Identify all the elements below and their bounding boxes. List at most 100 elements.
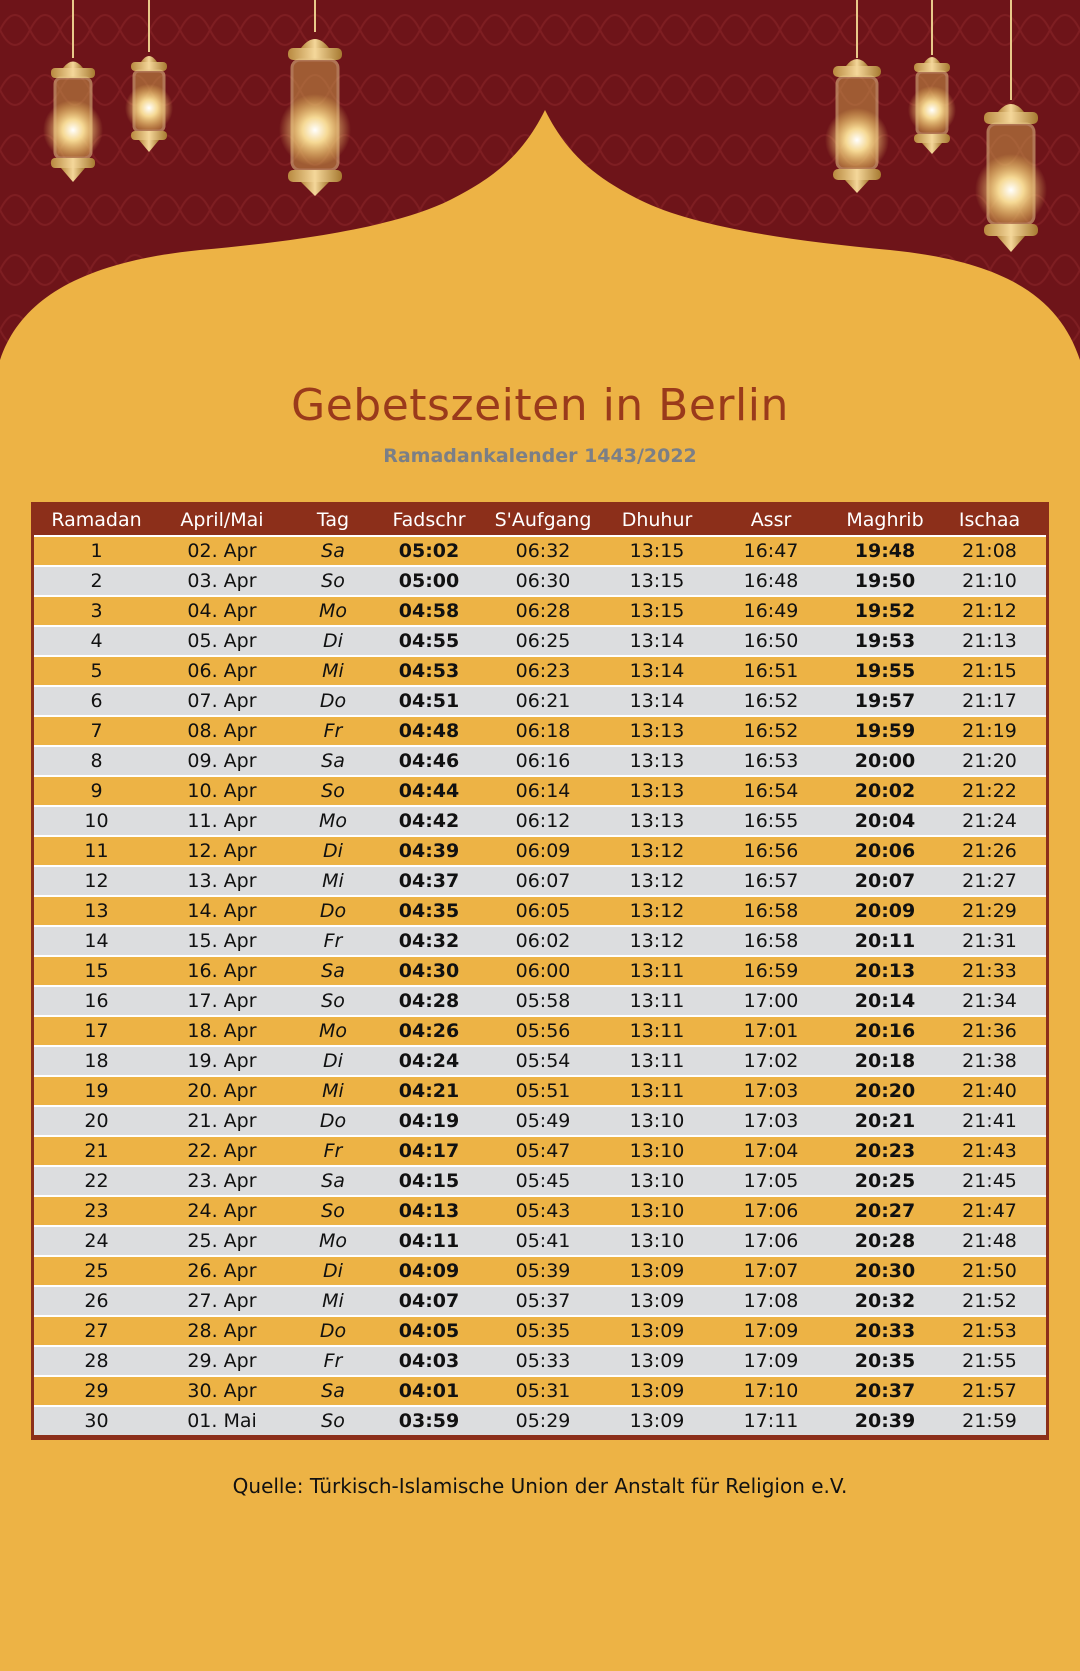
weekday-cell: Di xyxy=(285,1255,381,1286)
weekday-cell: Sa xyxy=(285,955,381,986)
sunrise-cell: 05:54 xyxy=(477,1045,609,1076)
sunrise-cell: 05:45 xyxy=(477,1165,609,1196)
ramadan-day-cell: 10 xyxy=(34,805,159,836)
date-cell: 03. Apr xyxy=(159,565,285,596)
maghrib-cell: 19:50 xyxy=(837,565,933,596)
ischaa-cell: 21:22 xyxy=(933,775,1046,806)
sunrise-cell: 05:41 xyxy=(477,1225,609,1256)
weekday-cell: Mi xyxy=(285,865,381,896)
ischaa-cell: 21:13 xyxy=(933,625,1046,656)
date-cell: 09. Apr xyxy=(159,745,285,776)
assr-cell: 17:07 xyxy=(705,1255,837,1286)
dhuhur-cell: 13:11 xyxy=(609,955,705,986)
weekday-cell: So xyxy=(285,775,381,806)
ischaa-cell: 21:27 xyxy=(933,865,1046,896)
fadschr-cell: 04:28 xyxy=(381,985,477,1016)
dhuhur-cell: 13:11 xyxy=(609,1045,705,1076)
date-cell: 29. Apr xyxy=(159,1345,285,1376)
assr-cell: 16:50 xyxy=(705,625,837,656)
sunrise-cell: 05:43 xyxy=(477,1195,609,1226)
fadschr-cell: 04:24 xyxy=(381,1045,477,1076)
date-cell: 16. Apr xyxy=(159,955,285,986)
prayer-times-table-frame: Ramadan April/Mai Tag Fadschr S'Aufgang … xyxy=(31,502,1049,1440)
ischaa-cell: 21:55 xyxy=(933,1345,1046,1376)
ramadan-day-cell: 29 xyxy=(34,1375,159,1406)
weekday-cell: Fr xyxy=(285,1135,381,1166)
prayer-times-table: Ramadan April/Mai Tag Fadschr S'Aufgang … xyxy=(34,505,1046,1435)
dhuhur-cell: 13:10 xyxy=(609,1225,705,1256)
ischaa-cell: 21:19 xyxy=(933,715,1046,746)
dhuhur-cell: 13:09 xyxy=(609,1255,705,1286)
weekday-cell: So xyxy=(285,1405,381,1435)
sunrise-cell: 06:00 xyxy=(477,955,609,986)
ramadan-day-cell: 4 xyxy=(34,625,159,656)
maghrib-cell: 20:37 xyxy=(837,1375,933,1406)
maghrib-cell: 19:52 xyxy=(837,595,933,626)
table-row: 14 15. Apr Fr 04:32 06:02 13:12 16:58 20:11 21:3… xyxy=(34,925,1046,956)
table-row: 30 01. Mai So 03:59 05:29 13:09 17:11 20:39 21:5… xyxy=(34,1405,1046,1435)
sunrise-cell: 06:32 xyxy=(477,535,609,566)
fadschr-cell: 04:30 xyxy=(381,955,477,986)
dhuhur-cell: 13:12 xyxy=(609,895,705,926)
table-row: 4 05. Apr Di 04:55 06:25 13:14 16:50 19:53 21:13 xyxy=(34,625,1046,656)
date-cell: 21. Apr xyxy=(159,1105,285,1136)
weekday-cell: Mo xyxy=(285,1225,381,1256)
assr-cell: 17:08 xyxy=(705,1285,837,1316)
fadschr-cell: 04:51 xyxy=(381,685,477,716)
weekday-cell: Do xyxy=(285,685,381,716)
date-cell: 20. Apr xyxy=(159,1075,285,1106)
assr-cell: 17:04 xyxy=(705,1135,837,1166)
sunrise-cell: 06:14 xyxy=(477,775,609,806)
dome-shape xyxy=(0,110,1080,380)
maghrib-cell: 19:57 xyxy=(837,685,933,716)
ramadan-day-cell: 2 xyxy=(34,565,159,596)
dhuhur-cell: 13:11 xyxy=(609,1075,705,1106)
fadschr-cell: 04:17 xyxy=(381,1135,477,1166)
table-row: 12 13. Apr Mi 04:37 06:07 13:12 16:57 20:07 21:2… xyxy=(34,865,1046,896)
date-cell: 13. Apr xyxy=(159,865,285,896)
sunrise-cell: 05:33 xyxy=(477,1345,609,1376)
assr-cell: 17:11 xyxy=(705,1405,837,1435)
weekday-cell: Do xyxy=(285,1315,381,1346)
date-cell: 17. Apr xyxy=(159,985,285,1016)
fadschr-cell: 04:15 xyxy=(381,1165,477,1196)
weekday-cell: Do xyxy=(285,1105,381,1136)
fadschr-cell: 03:59 xyxy=(381,1405,477,1435)
maghrib-cell: 20:32 xyxy=(837,1285,933,1316)
maghrib-cell: 20:06 xyxy=(837,835,933,866)
maghrib-cell: 19:59 xyxy=(837,715,933,746)
weekday-cell: So xyxy=(285,565,381,596)
table-row: 2 03. Apr So 05:00 06:30 13:15 16:48 19:50 21:10 xyxy=(34,565,1046,596)
fadschr-cell: 04:26 xyxy=(381,1015,477,1046)
dhuhur-cell: 13:14 xyxy=(609,655,705,686)
assr-cell: 16:52 xyxy=(705,715,837,746)
table-row: 10 11. Apr Mo 04:42 06:12 13:13 16:55 20:04 21:2… xyxy=(34,805,1046,836)
sunrise-cell: 05:56 xyxy=(477,1015,609,1046)
maghrib-cell: 20:28 xyxy=(837,1225,933,1256)
ischaa-cell: 21:40 xyxy=(933,1075,1046,1106)
weekday-cell: Sa xyxy=(285,1165,381,1196)
maghrib-cell: 20:30 xyxy=(837,1255,933,1286)
dhuhur-cell: 13:10 xyxy=(609,1105,705,1136)
date-cell: 02. Apr xyxy=(159,535,285,566)
assr-cell: 16:52 xyxy=(705,685,837,716)
sunrise-cell: 06:25 xyxy=(477,625,609,656)
column-header-maghrib: Maghrib xyxy=(837,505,933,536)
ramadan-day-cell: 7 xyxy=(34,715,159,746)
assr-cell: 16:57 xyxy=(705,865,837,896)
ischaa-cell: 21:57 xyxy=(933,1375,1046,1406)
maghrib-cell: 20:25 xyxy=(837,1165,933,1196)
dhuhur-cell: 13:10 xyxy=(609,1195,705,1226)
fadschr-cell: 04:07 xyxy=(381,1285,477,1316)
ramadan-day-cell: 22 xyxy=(34,1165,159,1196)
sunrise-cell: 05:37 xyxy=(477,1285,609,1316)
ischaa-cell: 21:15 xyxy=(933,655,1046,686)
ischaa-cell: 21:59 xyxy=(933,1405,1046,1435)
ischaa-cell: 21:48 xyxy=(933,1225,1046,1256)
fadschr-cell: 04:37 xyxy=(381,865,477,896)
weekday-cell: Fr xyxy=(285,925,381,956)
weekday-cell: Sa xyxy=(285,745,381,776)
fadschr-cell: 04:48 xyxy=(381,715,477,746)
header-decoration xyxy=(0,0,1080,380)
ramadan-day-cell: 19 xyxy=(34,1075,159,1106)
